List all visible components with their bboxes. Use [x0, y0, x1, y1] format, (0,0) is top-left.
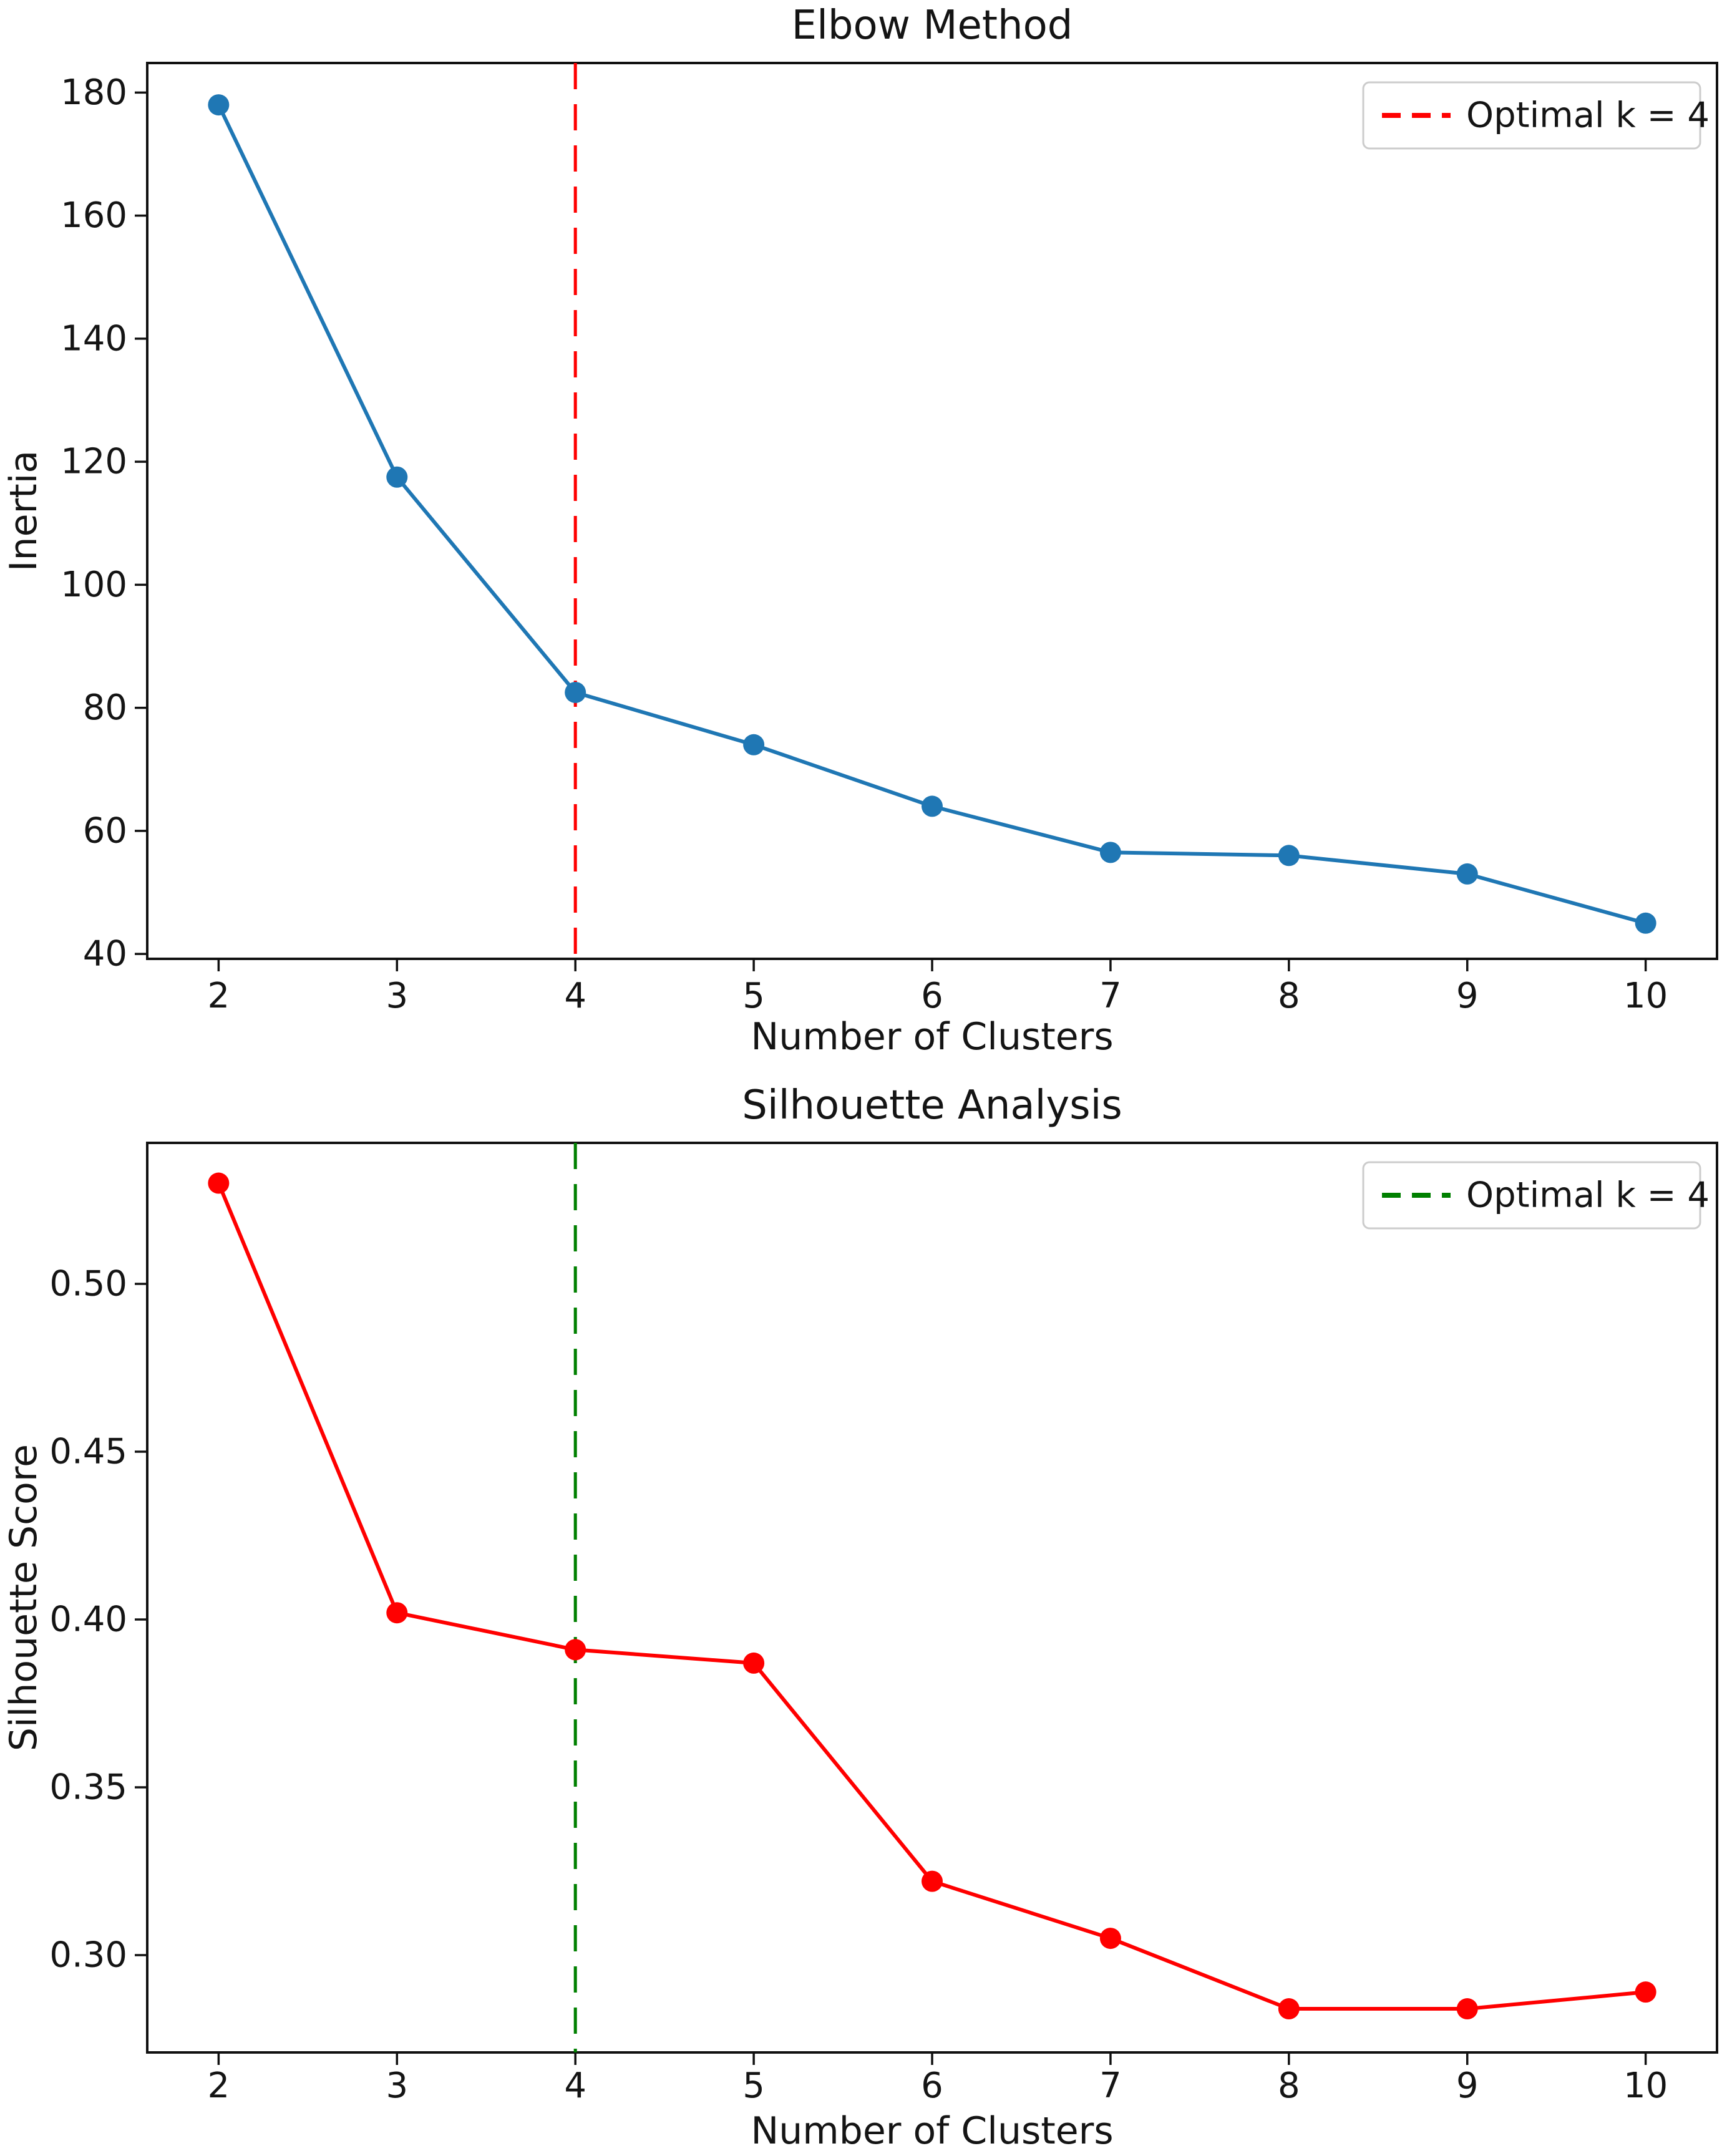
data-point	[1278, 1998, 1300, 2020]
silhouette-x-axis-label: Number of Clusters	[751, 2109, 1113, 2153]
y-tick-label: 140	[61, 318, 127, 359]
y-tick-label: 180	[61, 72, 127, 113]
data-point	[386, 466, 408, 488]
x-tick-label: 4	[564, 2066, 586, 2106]
x-tick-label: 5	[742, 2066, 765, 2106]
data-point	[1099, 842, 1121, 863]
elbow-legend-label: Optimal k = 4	[1466, 95, 1710, 136]
y-tick-label: 0.35	[49, 1767, 127, 1807]
data-point	[743, 1652, 765, 1674]
plot-area	[146, 62, 1718, 960]
data-point	[1456, 1998, 1478, 2020]
y-tick-label: 0.50	[49, 1263, 127, 1304]
data-point	[1278, 845, 1300, 867]
silhouette-legend-label: Optimal k = 4	[1466, 1175, 1710, 1216]
x-tick-label: 7	[1099, 976, 1122, 1016]
x-tick-label: 3	[386, 2066, 408, 2106]
x-tick-label: 8	[1278, 976, 1300, 1016]
x-tick-label: 10	[1623, 2066, 1668, 2106]
elbow-method-chart: 180 160 140 120 100 80 60 40 2 3 4 5 6 7 8 9 10 Elbow Me…	[2, 2, 1718, 1059]
legend-box	[1362, 81, 1701, 150]
y-tick-label: 0.45	[49, 1431, 127, 1472]
silhouette-analysis-chart: 0.50 0.45 0.40 0.35 0.30 2 3 4 5 6 7 8 9 10 Silhouett…	[2, 1082, 1718, 2153]
data-point	[565, 681, 586, 703]
plot-area	[146, 1142, 1718, 2054]
y-tick-label: 120	[61, 442, 127, 482]
elbow-y-axis-label: Inertia	[2, 450, 46, 571]
x-tick-label: 2	[208, 976, 230, 1016]
data-point	[386, 1602, 408, 1624]
data-point	[1635, 1981, 1656, 2003]
data-point	[922, 795, 943, 817]
x-tick-label: 6	[921, 976, 943, 1016]
y-tick-label: 160	[61, 195, 127, 236]
data-point	[922, 1870, 943, 1892]
x-tick-label: 6	[921, 2066, 943, 2106]
x-tick-label: 10	[1623, 976, 1668, 1016]
x-tick-label: 9	[1456, 2066, 1479, 2106]
silhouette-chart-title: Silhouette Analysis	[742, 1082, 1122, 1129]
data-point	[565, 1639, 586, 1661]
data-point	[1635, 912, 1656, 934]
legend-box	[1362, 1161, 1701, 1230]
x-tick-label: 3	[386, 976, 408, 1016]
data-point	[1456, 863, 1478, 885]
x-tick-label: 2	[208, 2066, 230, 2106]
y-tick-label: 40	[83, 934, 127, 974]
x-tick-label: 5	[742, 976, 765, 1016]
data-point	[208, 94, 230, 116]
x-tick-label: 7	[1099, 2066, 1122, 2106]
elbow-chart-title: Elbow Method	[792, 2, 1073, 49]
y-tick-label: 60	[83, 810, 127, 851]
y-tick-label: 100	[61, 565, 127, 605]
x-tick-label: 8	[1278, 2066, 1300, 2106]
elbow-x-axis-label: Number of Clusters	[751, 1015, 1113, 1059]
y-tick-label: 0.30	[49, 1935, 127, 1975]
data-point	[1099, 1928, 1121, 1950]
data-point	[208, 1172, 230, 1194]
x-tick-label: 4	[564, 976, 586, 1016]
x-tick-label: 9	[1456, 976, 1479, 1016]
y-tick-label: 80	[83, 687, 127, 728]
data-point	[743, 734, 765, 755]
silhouette-y-axis-label: Silhouette Score	[2, 1444, 46, 1751]
y-tick-label: 0.40	[49, 1599, 127, 1639]
